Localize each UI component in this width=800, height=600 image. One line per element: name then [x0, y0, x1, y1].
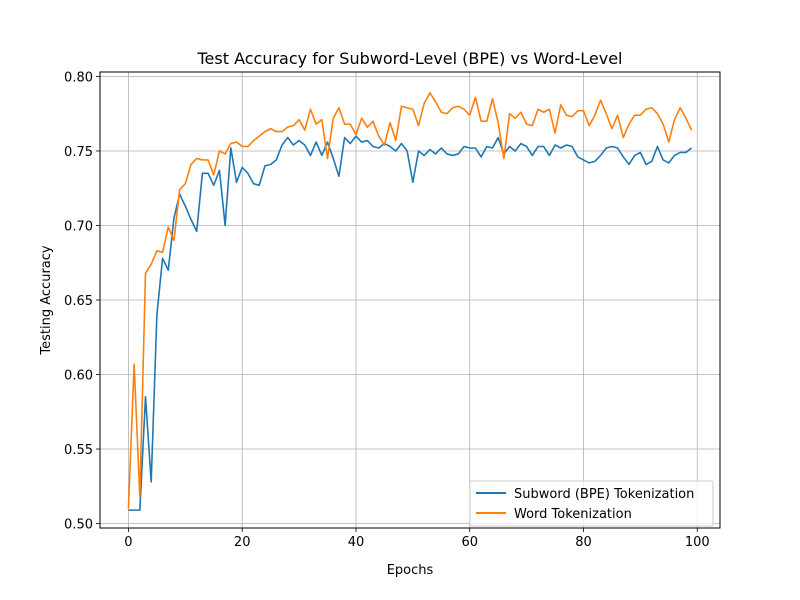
legend: Subword (BPE) Tokenization Word Tokeniza…: [469, 480, 714, 527]
chart-title: Test Accuracy for Subword-Level (BPE) vs…: [196, 49, 622, 68]
x-tick-label: 100: [685, 535, 710, 550]
x-tick-label: 0: [124, 535, 132, 550]
y-tick-label: 0.65: [64, 294, 93, 309]
legend-label-subword: Subword (BPE) Tokenization: [514, 487, 694, 502]
grid-lines: [100, 72, 720, 528]
x-tick-label: 40: [348, 535, 365, 550]
y-tick-label: 0.70: [64, 219, 93, 234]
y-tick-label: 0.75: [64, 145, 93, 160]
word-series-line: [127, 92, 693, 509]
y-tick-label: 0.80: [64, 70, 93, 85]
legend-box: [469, 480, 714, 527]
x-axis-label: Epochs: [387, 563, 434, 578]
y-tick-label: 0.60: [64, 369, 93, 384]
y-axis-label: Testing Accuracy: [39, 245, 54, 355]
subword-bpe-series-line: [128, 135, 693, 511]
axis-ticks: 0 20 40 60 80 100 0.50 0.55 0.60 0.65 0.70 0.75 0.80: [64, 70, 710, 550]
x-tick-label: 20: [234, 535, 251, 550]
legend-label-word: Word Tokenization: [514, 507, 632, 522]
y-tick-label: 0.55: [64, 443, 93, 458]
y-tick-label: 0.50: [64, 518, 93, 533]
x-tick-label: 80: [575, 535, 592, 550]
plot-lines: [127, 92, 693, 511]
x-tick-label: 60: [461, 535, 478, 550]
